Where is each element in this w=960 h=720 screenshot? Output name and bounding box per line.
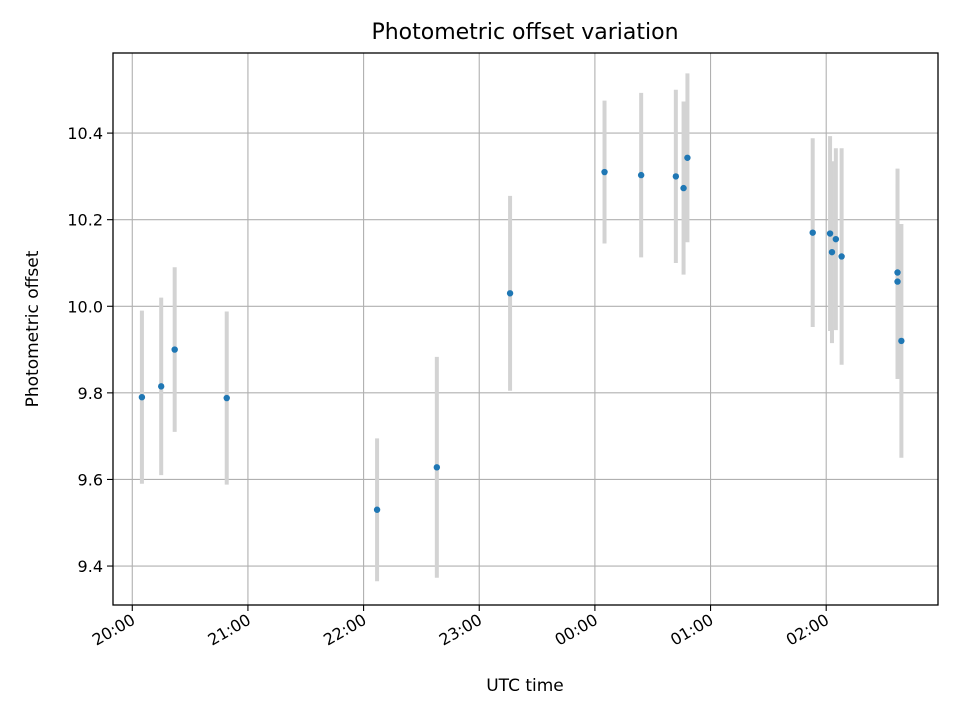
data-point [672,173,680,180]
y-tick-label: 10.4 [67,124,103,143]
data-point [826,230,834,237]
data-point [171,346,178,353]
y-axis-ticks: 9.4 9.6 9.8 10.0 10.2 10.4 [67,124,113,576]
data-point [898,337,905,345]
data-points [138,154,905,513]
data-point [684,154,691,161]
grid [113,53,938,605]
data-point [637,171,645,179]
plot-frame [112,52,939,606]
y-tick-label: 9.6 [78,470,103,489]
data-point [832,235,840,243]
data-point [157,383,165,390]
data-point [138,393,146,401]
data-point [838,253,845,260]
data-point [894,278,901,285]
y-tick-label: 9.4 [78,557,103,576]
x-axis-label: UTC time [486,676,564,696]
data-point [809,229,816,236]
data-point [223,394,230,402]
data-point [433,464,441,471]
data-point [828,248,836,256]
chart-title: Photometric offset variation [371,20,678,45]
y-tick-label: 10.2 [67,211,103,230]
y-tick-label: 10.0 [67,297,103,316]
data-point [506,290,514,297]
data-point [894,269,901,276]
data-point [373,506,381,513]
y-tick-label: 9.8 [78,384,103,403]
y-axis-label: Photometric offset [23,250,43,407]
data-point [680,184,687,192]
data-point [601,168,608,176]
